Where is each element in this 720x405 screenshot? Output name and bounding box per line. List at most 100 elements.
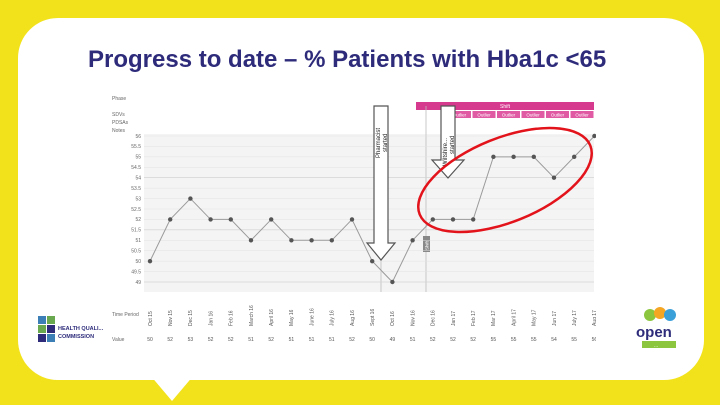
y-tick-label: 55.5 [131, 144, 141, 150]
data-point [370, 258, 375, 264]
value-label: 52 [167, 337, 173, 343]
data-point [551, 175, 557, 180]
y-tick-label: 56 [135, 134, 141, 140]
arrow-label-line1: Pharmacist [376, 128, 382, 158]
plot-area [144, 134, 594, 292]
open-logo-sub: ... [654, 343, 658, 349]
y-tick-label: 52 [135, 217, 141, 223]
x-tick-label: Mar 17 [491, 310, 497, 326]
hqc-logo: HEALTH QUALI... COMMISSION [36, 312, 116, 348]
open-logo-text: open [636, 324, 672, 341]
shift-band [416, 102, 594, 110]
data-point [147, 258, 153, 264]
x-tick-label: Aug 16 [350, 310, 356, 326]
annotation-arrow-wiltshire: Wiltshire... started [430, 105, 466, 179]
x-tick-label: May 17 [532, 309, 538, 326]
y-tick-label: 50.5 [131, 249, 141, 255]
annotation-arrow-pharmacist: Pharmacist started [365, 105, 397, 261]
row-label-pdsas: PDSAs [112, 120, 129, 126]
row-label-value: Value [112, 337, 125, 343]
highlight-ellipse [417, 126, 593, 234]
arrow-shape [365, 105, 397, 261]
x-tick-label: July 16 [330, 310, 336, 326]
data-point [188, 196, 193, 201]
data-point [289, 238, 294, 243]
outlier-label: Outlier [453, 112, 467, 117]
y-axis-ticks: 56 55.5 55 54.5 54 53.5 53 52.5 52 51.5 51 50.5 50 49… [131, 134, 141, 286]
outlier-badge [472, 111, 496, 118]
value-label: 52 [208, 337, 214, 343]
outlier-label: Outlier [526, 112, 540, 117]
value-label: 49 [390, 337, 396, 343]
data-point [491, 154, 496, 160]
data-point [228, 217, 233, 222]
x-tick-label: Nov 16 [410, 310, 416, 326]
y-tick-label: 55 [135, 155, 141, 161]
shift-marker [423, 236, 430, 252]
value-label: 52 [228, 337, 234, 343]
x-tick-label: June 16 [309, 308, 315, 326]
value-label: 51 [289, 337, 295, 343]
value-label: 55 [491, 337, 497, 343]
x-tick-label: Oct 16 [390, 311, 396, 326]
data-point [511, 154, 516, 160]
x-tick-label: March 16 [249, 305, 255, 326]
arrow-label-line1: Wiltshire... [443, 138, 449, 166]
x-tick-label: May 16 [289, 309, 295, 326]
arrow-label-line2: started [450, 136, 456, 154]
shift-band-label: Shift [500, 104, 511, 110]
row-label-notes: Notes [112, 128, 126, 134]
value-label: 52 [470, 337, 476, 343]
data-point [168, 217, 173, 222]
value-label: 55 [571, 337, 577, 343]
x-tick-label: Aug 17 [592, 310, 596, 326]
x-tick-label: Nov 15 [168, 310, 174, 326]
row-label-phase: Phase [112, 96, 126, 102]
row-label-time-period: Time Period [112, 312, 139, 318]
data-point [349, 217, 355, 222]
row-label-sdvs: SDVs [112, 112, 125, 118]
outlier-label: Outlier [502, 112, 516, 117]
data-point [248, 238, 254, 243]
data-point [208, 217, 213, 222]
y-tick-label: 50 [135, 259, 141, 265]
x-tick-label: Jun 17 [552, 311, 558, 326]
value-label: 55 [531, 337, 537, 343]
data-point [410, 238, 415, 243]
x-tick-label: Jan 17 [451, 311, 457, 326]
y-tick-label: 52.5 [131, 207, 141, 213]
x-tick-label: Jan 16 [208, 311, 214, 326]
arrow-label-line2: started [383, 134, 389, 152]
value-label: 55 [511, 337, 517, 343]
page-title: Progress to date – % Patients with Hba1c… [88, 46, 607, 73]
data-point [450, 217, 456, 222]
hqc-logo-line2: COMMISSION [58, 334, 94, 340]
y-tick-label: 51 [135, 238, 141, 244]
series [147, 133, 596, 285]
open-logo: open ... [630, 306, 690, 352]
y-tick-label: 49.5 [131, 269, 141, 275]
x-tick-label: Dec 16 [431, 310, 437, 326]
value-label: 52 [430, 337, 436, 343]
outlier-label: Outlier [477, 112, 491, 117]
value-label: 52 [450, 337, 456, 343]
value-row: 50 52 53 52 52 51 52 51 51 51 52 50 49 51 52 52 52 55 55 55… [147, 337, 596, 343]
x-tick-label: Oct 15 [148, 311, 154, 326]
data-point [309, 238, 314, 243]
x-tick-label: Feb 17 [471, 310, 477, 326]
data-point [329, 238, 334, 243]
outlier-labels: Outlier Outlier Outlier Outlier Outlier Outli… [448, 111, 594, 118]
outlier-badge [521, 111, 545, 118]
x-tick-label: Dec 15 [188, 310, 194, 326]
value-label: 56 [592, 337, 596, 343]
x-tick-label: Feb 16 [229, 310, 235, 326]
x-tick-label: April 17 [511, 309, 517, 326]
data-point [572, 154, 577, 160]
y-tick-label: 51.5 [131, 228, 141, 234]
run-chart: Phase SDVs PDSAs Notes Time Period Value… [110, 92, 596, 343]
shift-marker-label: Shift [425, 240, 430, 250]
x-tick-label: Sept 16 [370, 309, 376, 326]
outlier-label: Outlier [575, 112, 589, 117]
y-tick-label: 54.5 [131, 165, 141, 171]
value-label: 52 [349, 337, 355, 343]
